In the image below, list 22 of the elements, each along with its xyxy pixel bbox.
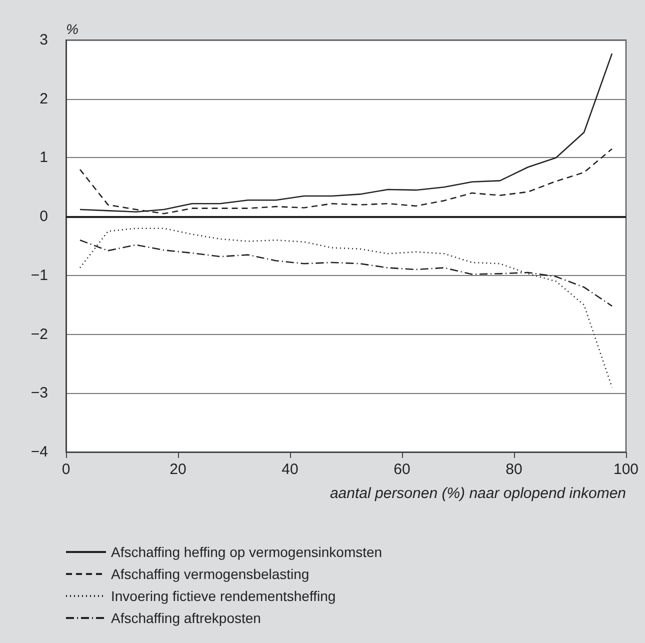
y-tick-label: 0 xyxy=(40,208,48,226)
legend-label: Invoering fictieve rendementsheffing xyxy=(111,588,336,604)
x-tick-label: 20 xyxy=(170,461,186,478)
legend-label: Afschaffing vermogensbelasting xyxy=(111,566,310,582)
x-tick-label: 0 xyxy=(62,461,70,478)
y-tick-label: −4 xyxy=(30,444,48,460)
x-tick-label: 40 xyxy=(282,461,298,478)
x-axis-title: aantal personen (%) naar oplopend inkomen xyxy=(330,485,626,502)
legend-label: Afschaffing heffing op vermogensinkomsten xyxy=(111,544,382,560)
y-tick-label: −2 xyxy=(30,326,48,343)
y-tick-label: 1 xyxy=(40,149,48,166)
x-tick-label: 60 xyxy=(394,461,410,478)
y-tick-label: −1 xyxy=(30,266,48,284)
line-series xyxy=(79,228,613,388)
x-tick-label: 100 xyxy=(613,461,639,478)
line-series xyxy=(79,52,613,213)
y-tick-label: 3 xyxy=(40,32,48,48)
legend-label: Afschaffing aftrekposten xyxy=(111,610,261,626)
y-axis-title: % xyxy=(66,21,78,37)
y-tick-label: 2 xyxy=(40,90,48,108)
x-tick-label: 80 xyxy=(506,461,522,478)
y-tick-label: −3 xyxy=(30,384,48,402)
